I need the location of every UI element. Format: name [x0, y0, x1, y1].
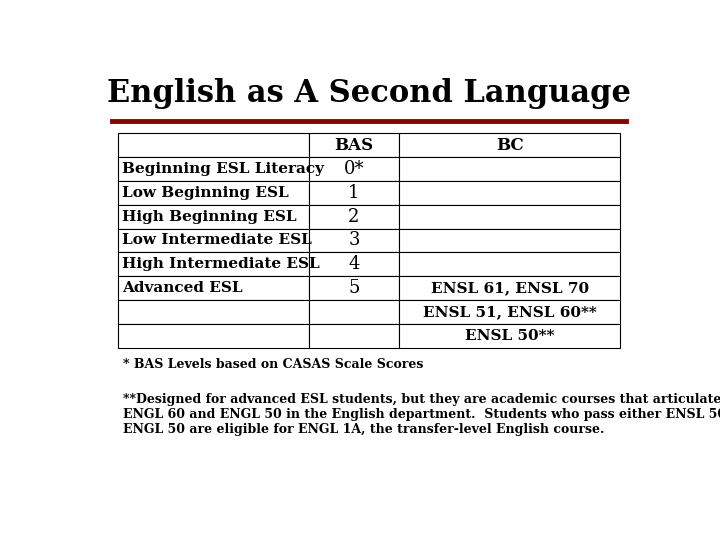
Text: Low Intermediate ESL: Low Intermediate ESL [122, 233, 312, 247]
Text: Advanced ESL: Advanced ESL [122, 281, 243, 295]
Bar [399, 181, 620, 205]
Text: English as A Second Language: English as A Second Language [107, 78, 631, 110]
Text: **Designed for advanced ESL students, but they are academic courses that articul: **Designed for advanced ESL students, bu… [124, 393, 720, 436]
Bar [118, 300, 309, 324]
Bar [309, 228, 399, 252]
Text: Beginning ESL Literacy: Beginning ESL Literacy [122, 162, 325, 176]
Bar [309, 133, 399, 157]
Bar [399, 228, 620, 252]
Bar [309, 276, 399, 300]
Text: 2: 2 [348, 208, 359, 226]
Bar [118, 157, 309, 181]
Text: 0*: 0* [343, 160, 364, 178]
Bar [118, 205, 309, 228]
Text: ENSL 51, ENSL 60**: ENSL 51, ENSL 60** [423, 305, 596, 319]
Bar [118, 133, 309, 157]
Text: * BAS Levels based on CASAS Scale Scores: * BAS Levels based on CASAS Scale Scores [124, 358, 424, 371]
Text: ENSL 61, ENSL 70: ENSL 61, ENSL 70 [431, 281, 589, 295]
Bar [309, 157, 399, 181]
Bar [118, 324, 309, 348]
Bar [309, 252, 399, 276]
Text: High Beginning ESL: High Beginning ESL [122, 210, 297, 224]
Bar [399, 324, 620, 348]
Bar [399, 252, 620, 276]
Text: 1: 1 [348, 184, 360, 202]
Bar [399, 157, 620, 181]
Bar [118, 181, 309, 205]
Bar [309, 300, 399, 324]
Text: 3: 3 [348, 232, 360, 249]
Bar [399, 133, 620, 157]
Bar [399, 300, 620, 324]
Text: BAS: BAS [334, 137, 374, 154]
Bar [399, 205, 620, 228]
Bar [118, 228, 309, 252]
Text: 5: 5 [348, 279, 359, 297]
Bar [309, 324, 399, 348]
Bar [309, 181, 399, 205]
Text: Low Beginning ESL: Low Beginning ESL [122, 186, 289, 200]
Bar [118, 252, 309, 276]
Text: High Intermediate ESL: High Intermediate ESL [122, 257, 320, 271]
Bar [309, 205, 399, 228]
Bar [118, 276, 309, 300]
Text: BC: BC [496, 137, 523, 154]
Text: 4: 4 [348, 255, 359, 273]
Bar [399, 276, 620, 300]
Text: ENSL 50**: ENSL 50** [465, 329, 554, 343]
